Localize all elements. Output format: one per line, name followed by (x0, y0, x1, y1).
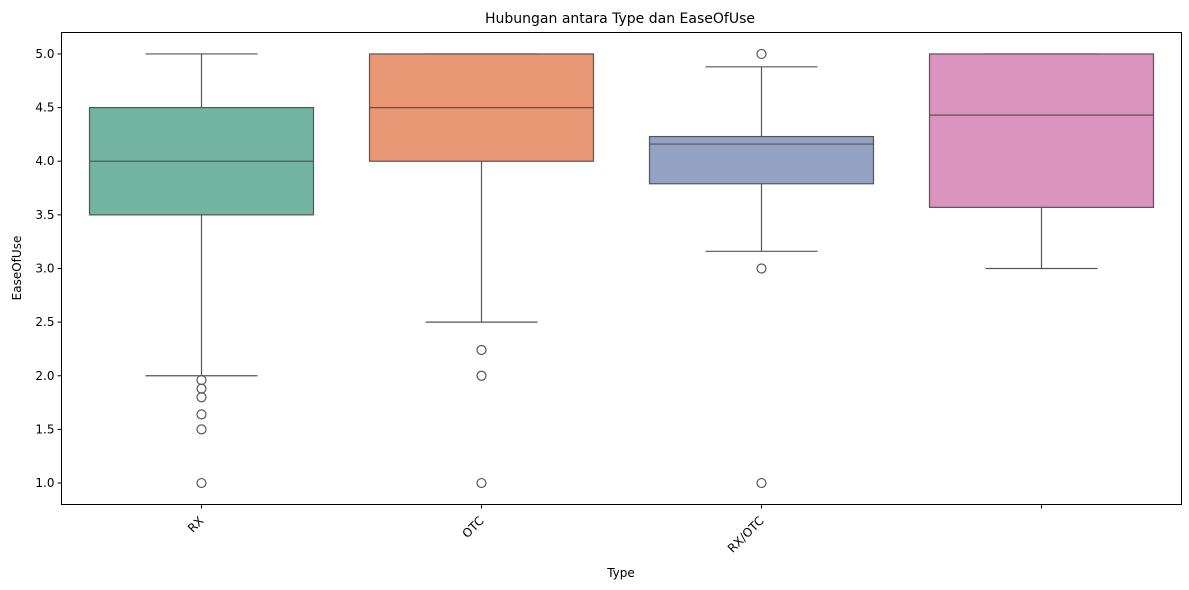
outlier-point (756, 263, 767, 274)
box-group (368, 53, 595, 489)
outlier-point (196, 392, 207, 403)
y-tick-label: 3.0 (35, 262, 54, 276)
outlier-point (196, 383, 207, 394)
box-group (648, 48, 875, 489)
plot-area (88, 48, 1155, 489)
x-tick-label: OTC (459, 514, 486, 541)
y-tick-label: 3.5 (35, 208, 54, 222)
box-iqr (928, 53, 1155, 208)
outlier-point (196, 424, 207, 435)
y-tick-label: 1.0 (35, 476, 54, 490)
y-tick-label: 5.0 (35, 47, 54, 61)
y-tick-label: 2.0 (35, 369, 54, 383)
chart-title: Hubungan antara Type dan EaseOfUse (485, 11, 755, 27)
box-group (88, 53, 315, 489)
x-axis: RX OTC RX/OTC (185, 504, 1042, 556)
outlier-point (476, 370, 487, 381)
outlier-point (756, 48, 767, 60)
y-axis-label: EaseOfUse (10, 236, 24, 301)
x-tick-label: RX/OTC (725, 514, 767, 556)
box-group (928, 53, 1155, 270)
y-tick-label: 4.5 (35, 101, 54, 115)
y-axis: 1.0 1.5 2.0 2.5 3.0 3.5 4.0 4.5 5.0 (35, 47, 62, 490)
y-tick-label: 2.5 (35, 315, 54, 329)
outlier-point (476, 344, 487, 356)
y-tick-label: 1.5 (35, 422, 54, 436)
outlier-point (196, 374, 207, 386)
outlier-point (476, 477, 487, 489)
outlier-point (756, 477, 767, 489)
x-tick-label: RX (185, 514, 207, 536)
x-axis-label: Type (606, 566, 635, 580)
y-tick-label: 4.0 (35, 154, 54, 168)
outlier-point (196, 477, 207, 489)
outlier-point (196, 409, 207, 420)
